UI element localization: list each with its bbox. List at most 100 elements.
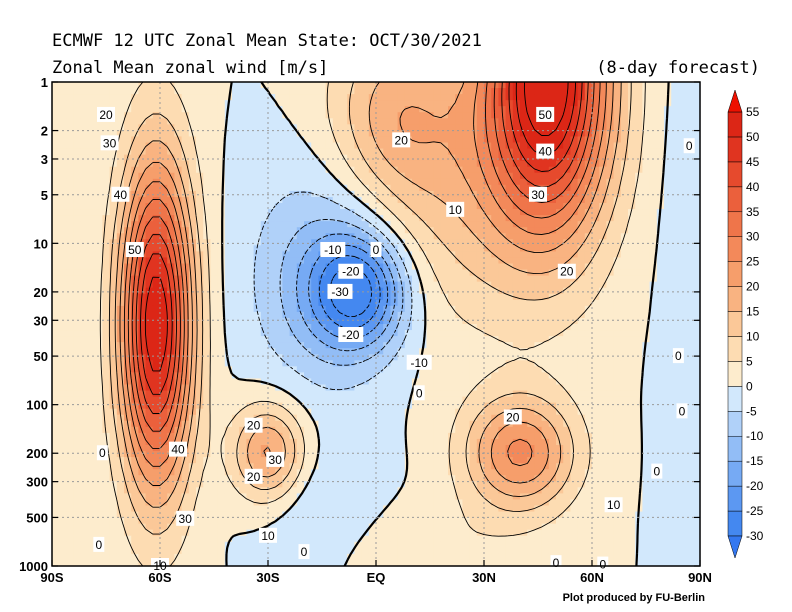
field-cell — [642, 154, 651, 162]
field-cell — [217, 293, 226, 301]
field-cell — [253, 360, 262, 367]
field-cell — [196, 384, 204, 392]
field-cell — [577, 136, 586, 144]
field-cell — [160, 317, 168, 325]
field-cell — [188, 166, 197, 174]
field-cell — [340, 360, 348, 367]
field-cell — [160, 148, 168, 156]
field-cell — [289, 82, 298, 89]
field-cell — [268, 154, 276, 162]
field-cell — [282, 372, 291, 380]
field-cell — [138, 378, 147, 386]
field-cell — [592, 88, 600, 95]
field-cell — [692, 402, 701, 410]
field-cell — [73, 106, 82, 113]
field-cell — [224, 378, 233, 386]
field-cell — [556, 396, 564, 404]
field-cell — [268, 257, 276, 265]
field-cell — [232, 293, 240, 301]
field-cell — [563, 88, 571, 95]
field-cell — [160, 215, 168, 222]
field-cell — [131, 124, 139, 131]
field-cell — [469, 324, 478, 331]
field-cell — [491, 384, 499, 392]
field-cell — [160, 88, 168, 95]
field-cell — [318, 378, 327, 386]
field-cell — [527, 402, 535, 410]
field-cell — [599, 88, 607, 95]
field-cell — [152, 154, 161, 162]
field-cell — [109, 251, 118, 259]
field-cell — [433, 142, 442, 150]
field-cell — [440, 136, 449, 144]
field-cell — [217, 275, 226, 283]
field-cell — [340, 366, 348, 373]
field-cell — [73, 227, 82, 234]
field-cell — [116, 142, 125, 150]
field-cell — [534, 130, 543, 138]
field-cell — [664, 287, 672, 295]
field-cell — [671, 257, 679, 265]
field-cell — [181, 348, 190, 355]
field-cell — [66, 130, 75, 138]
field-cell — [260, 142, 269, 150]
field-cell — [289, 245, 298, 252]
field-cell — [152, 112, 161, 119]
field-cell — [102, 148, 111, 156]
field-cell — [289, 299, 298, 307]
field-cell — [512, 384, 521, 392]
field-cell — [253, 396, 262, 404]
field-cell — [498, 348, 507, 355]
field-cell — [440, 106, 449, 113]
field-cell — [232, 142, 240, 150]
field-cell — [174, 251, 183, 259]
field-cell — [167, 178, 175, 186]
field-cell — [455, 299, 463, 307]
field-cell — [656, 100, 665, 107]
field-cell — [613, 160, 622, 168]
field-cell — [289, 178, 298, 186]
field-cell — [95, 148, 103, 156]
field-cell — [203, 275, 211, 283]
field-cell — [246, 360, 255, 367]
field-cell — [268, 112, 276, 119]
field-cell — [390, 348, 399, 355]
field-cell — [253, 293, 262, 301]
field-cell — [332, 336, 341, 343]
field-cell — [361, 221, 370, 228]
field-cell — [325, 178, 334, 186]
field-cell — [131, 221, 139, 228]
field-cell — [577, 324, 586, 331]
field-cell — [167, 196, 175, 204]
field-cell — [160, 251, 168, 259]
field-cell — [563, 293, 571, 301]
field-cell — [678, 378, 687, 386]
field-cell — [347, 311, 355, 319]
field-cell — [642, 348, 651, 355]
field-cell — [577, 251, 586, 259]
field-cell — [678, 342, 687, 349]
field-cell — [476, 245, 485, 252]
field-cell — [584, 233, 593, 240]
field-cell — [476, 184, 485, 192]
field-cell — [102, 154, 111, 162]
field-cell — [498, 136, 507, 144]
field-cell — [613, 221, 622, 228]
field-cell — [275, 94, 283, 101]
field-cell — [80, 221, 89, 228]
field-cell — [116, 275, 125, 283]
field-cell — [376, 203, 384, 210]
field-cell — [73, 396, 82, 404]
field-cell — [570, 305, 579, 313]
field-cell — [95, 390, 103, 398]
field-cell — [620, 324, 629, 331]
field-cell — [613, 378, 622, 386]
field-cell — [116, 396, 125, 404]
chart-subtitle: Zonal Mean zonal wind [m/s] — [52, 58, 328, 78]
field-cell — [124, 227, 132, 234]
field-cell — [145, 263, 154, 271]
field-cell — [685, 221, 694, 228]
field-cell — [606, 196, 615, 204]
field-cell — [239, 354, 247, 361]
field-cell — [484, 330, 492, 337]
